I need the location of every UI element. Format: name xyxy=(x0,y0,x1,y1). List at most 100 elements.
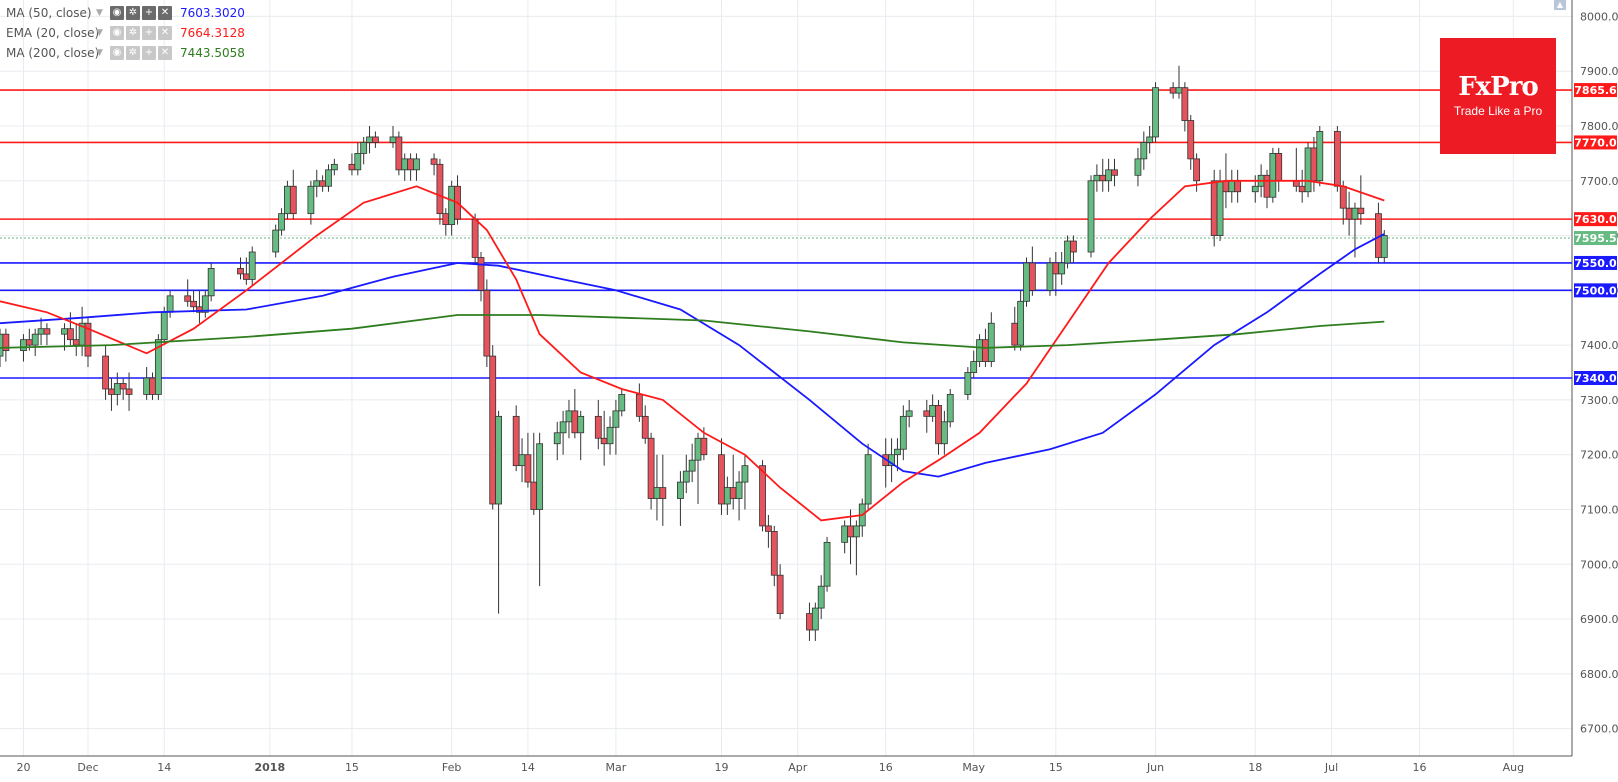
candle-body xyxy=(1380,235,1388,258)
candle-body xyxy=(20,339,27,352)
candle-body xyxy=(442,213,450,226)
candle-body xyxy=(594,415,602,439)
candle-body xyxy=(1310,147,1318,182)
chevron-down-icon[interactable]: ▼ xyxy=(96,8,103,18)
candle-body xyxy=(1028,262,1036,291)
candle-body xyxy=(430,158,438,165)
x-tick-label: 15 xyxy=(1049,761,1063,774)
candle-body xyxy=(700,437,708,456)
candle-body xyxy=(1251,185,1259,193)
scale-lock-icon[interactable]: ▲ xyxy=(1554,0,1566,10)
candle-body xyxy=(1140,142,1148,160)
candle-body xyxy=(864,454,872,505)
plus-icon[interactable]: + xyxy=(142,46,156,60)
close-icon[interactable]: ✕ xyxy=(158,26,172,40)
candle-body xyxy=(66,328,74,341)
x-tick-label: Jul xyxy=(1324,761,1338,774)
candle-body xyxy=(606,426,614,445)
candle-body xyxy=(125,388,133,395)
candle-body xyxy=(759,465,766,527)
y-tick-label: 6700.0 xyxy=(1580,723,1618,736)
legend-row-ema20[interactable]: EMA (20, close) ▼ ◉ ✲ + ✕ 7664.3128 xyxy=(6,23,245,43)
candle-body xyxy=(653,487,661,499)
candle-body xyxy=(284,185,291,215)
y-tick-label: 7200.0 xyxy=(1580,449,1618,462)
y-tick-label: 7900.0 xyxy=(1580,65,1618,78)
level-price-label-bg xyxy=(1574,371,1617,385)
candle-body xyxy=(1052,262,1060,275)
candle-body xyxy=(677,481,684,499)
candle-body xyxy=(641,415,649,439)
eye-icon[interactable]: ◉ xyxy=(110,6,124,20)
candle-body xyxy=(841,525,849,543)
level-price-label: 7630.0 xyxy=(1574,213,1617,226)
y-tick-label: 7100.0 xyxy=(1580,503,1618,516)
candle-body xyxy=(1023,262,1030,302)
chevron-down-icon[interactable]: ▼ xyxy=(96,48,103,58)
candle-body xyxy=(1210,180,1218,236)
candle-body xyxy=(1111,169,1118,176)
level-price-label: 7770.0 xyxy=(1574,136,1617,149)
candle-body xyxy=(852,525,860,538)
x-tick-label: Mar xyxy=(606,761,627,774)
legend-row-ma200[interactable]: MA (200, close) ▼ ◉ ✲ + ✕ 7443.5058 xyxy=(6,43,245,63)
legend-name: MA (50, close) xyxy=(6,6,92,20)
gear-icon[interactable]: ✲ xyxy=(126,6,140,20)
candle-body xyxy=(1169,87,1177,94)
candle-body xyxy=(1181,87,1189,121)
legend-row-ma50[interactable]: MA (50, close) ▼ ◉ ✲ + ✕ 7603.3020 xyxy=(6,3,245,23)
x-tick-label: Jun xyxy=(1146,761,1164,774)
candle-body xyxy=(647,437,655,499)
candle-body xyxy=(923,410,931,417)
candle-body xyxy=(113,383,121,395)
gear-icon[interactable]: ✲ xyxy=(126,26,140,40)
candle-body xyxy=(536,443,544,510)
eye-icon[interactable]: ◉ xyxy=(110,26,124,40)
candle-body xyxy=(1070,240,1077,253)
x-tick-label: 15 xyxy=(345,761,359,774)
candle-body xyxy=(1011,322,1019,346)
level-price-label-bg xyxy=(1574,135,1617,150)
candle-body xyxy=(354,152,362,171)
indicator-line xyxy=(0,314,1385,349)
x-tick-label: Dec xyxy=(77,761,98,774)
candle-body xyxy=(31,333,39,346)
chevron-down-icon[interactable]: ▼ xyxy=(96,28,103,38)
x-tick-label: 18 xyxy=(1248,761,1262,774)
candle-body xyxy=(1357,207,1365,215)
candle-body xyxy=(559,421,567,434)
candle-body xyxy=(395,136,403,171)
x-tick-label: Feb xyxy=(442,761,461,774)
y-tick-label: 7700.0 xyxy=(1580,175,1618,188)
candle-body xyxy=(348,163,356,171)
candle-body xyxy=(1105,169,1113,182)
candle-body xyxy=(970,361,978,373)
close-icon[interactable]: ✕ xyxy=(158,46,172,60)
last-price-label-bg xyxy=(1574,231,1617,246)
candle-body xyxy=(1263,174,1271,198)
x-tick-label: Apr xyxy=(788,761,808,774)
candle-body xyxy=(401,158,409,171)
candle-body xyxy=(72,339,80,346)
close-icon[interactable]: ✕ xyxy=(158,6,172,20)
plus-icon[interactable]: + xyxy=(142,6,156,20)
candle-body xyxy=(25,339,33,346)
eye-icon[interactable]: ◉ xyxy=(110,46,124,60)
candle-body xyxy=(207,268,215,297)
candle-body xyxy=(946,394,954,423)
plus-icon[interactable]: + xyxy=(142,26,156,40)
candle-body xyxy=(935,404,942,445)
candle-body xyxy=(448,185,456,226)
candle-body xyxy=(718,454,725,505)
candle-body xyxy=(1234,180,1242,193)
gear-icon[interactable]: ✲ xyxy=(126,46,140,60)
level-price-label: 7500.0 xyxy=(1574,284,1617,297)
y-tick-label: 8000.0 xyxy=(1580,10,1618,23)
candle-body xyxy=(987,322,995,362)
candle-body xyxy=(1339,185,1347,209)
candle-body xyxy=(1146,136,1154,143)
candle-body xyxy=(735,481,743,499)
candle-body xyxy=(806,613,813,631)
